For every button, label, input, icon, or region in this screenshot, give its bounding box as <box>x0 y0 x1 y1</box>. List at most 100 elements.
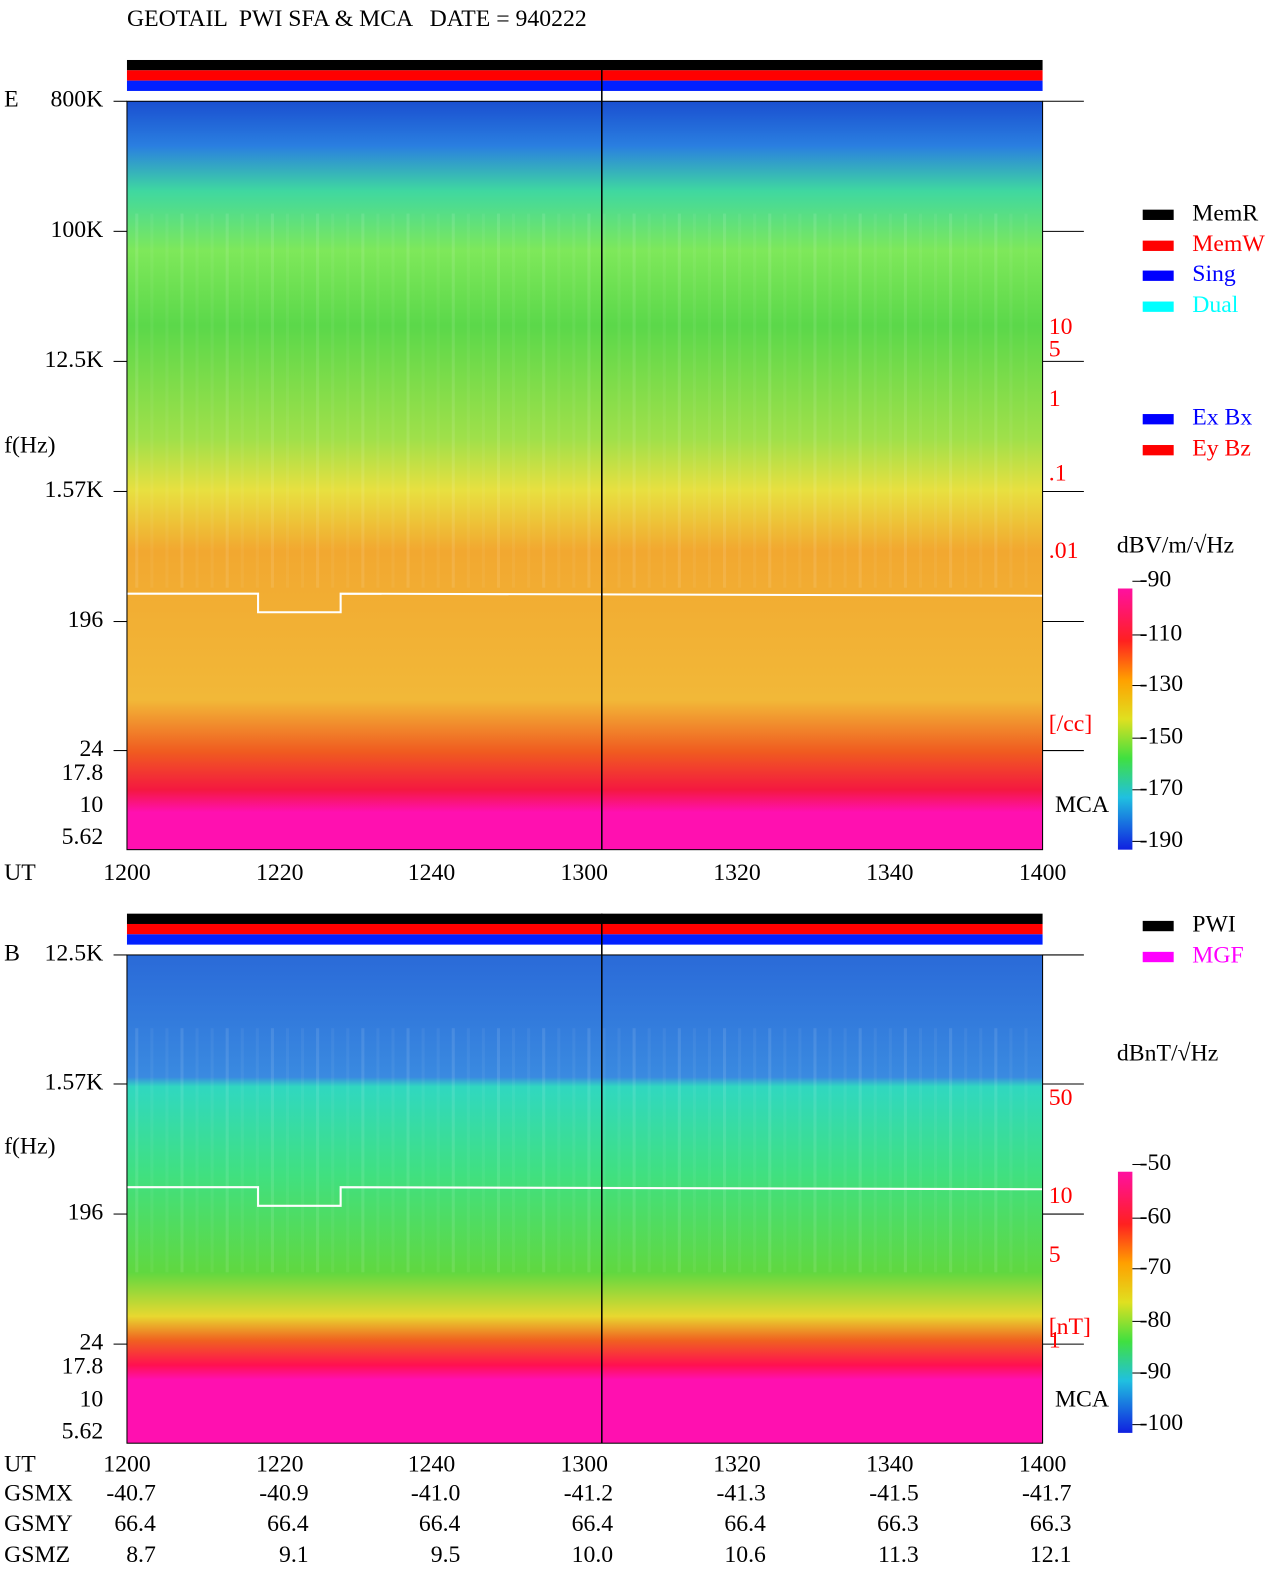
spectral-streak <box>587 213 591 588</box>
spectral-streak <box>738 1028 742 1273</box>
spectral-streak <box>421 213 425 588</box>
density-label: 10 <box>1049 1183 1073 1209</box>
spectrogram <box>126 954 1043 1444</box>
status-bar <box>126 934 1043 945</box>
spectral-streak <box>346 213 350 588</box>
spectral-streak <box>858 1028 862 1273</box>
density-label: 10 <box>1049 314 1073 340</box>
y-tick-label: 12.5K <box>45 940 104 966</box>
spectral-streak <box>722 1028 727 1273</box>
spectral-streak <box>255 213 259 588</box>
orbit-label: GSMY <box>4 1511 73 1537</box>
spectral-streak <box>1009 1028 1013 1273</box>
orbit-value: 66.4 <box>114 1511 156 1537</box>
density-label: 50 <box>1049 1085 1073 1111</box>
spectral-streak <box>949 1028 953 1273</box>
spectral-streak <box>331 213 335 588</box>
legend-label: MemW <box>1192 231 1265 257</box>
orbit-value: 66.4 <box>267 1511 309 1537</box>
status-bar <box>126 913 1043 924</box>
spectral-streak <box>421 1028 425 1273</box>
density-label: [/cc] <box>1049 711 1092 737</box>
orbit-value: 66.4 <box>572 1511 614 1537</box>
y-tick-label: 5.62 <box>62 824 104 850</box>
spectral-streak <box>436 213 440 588</box>
y-tick-label: 100K <box>50 217 103 243</box>
spectral-streak <box>406 1028 410 1273</box>
spectral-streak <box>994 213 998 588</box>
chart-title: GEOTAIL PWI SFA & MCA DATE = 940222 <box>127 6 587 32</box>
orbit-label: GSMZ <box>4 1542 70 1568</box>
spectral-streak <box>557 213 561 588</box>
legend-label: PWI <box>1192 912 1236 938</box>
legend-label: Dual <box>1192 292 1239 318</box>
spectral-streak <box>451 1028 455 1273</box>
spectral-streak <box>512 213 516 588</box>
legend-label: Ex Bx <box>1192 405 1252 431</box>
spectral-streak <box>707 1028 712 1273</box>
spectral-streak <box>301 1028 305 1273</box>
colorbar-tick-label: -100 <box>1140 1410 1184 1436</box>
legend-label: MemR <box>1192 200 1258 226</box>
legend-swatch <box>1142 920 1174 932</box>
spectral-streak <box>135 1028 139 1273</box>
spectral-streak <box>858 213 862 588</box>
spectral-streak <box>783 1028 787 1273</box>
spectral-streak <box>632 1028 636 1273</box>
spectral-streak <box>813 1028 817 1273</box>
x-tick-label: 1400 <box>1019 860 1066 886</box>
x-tick-label: 1240 <box>408 1451 455 1477</box>
x-tick-label: 1320 <box>713 1451 760 1477</box>
x-tick-label: 1240 <box>408 860 455 886</box>
spectral-streak <box>843 213 847 588</box>
legend-swatch <box>1142 951 1174 963</box>
colorbar-tick-label: -70 <box>1140 1254 1172 1280</box>
spectral-streak <box>798 1028 802 1273</box>
spectral-streak <box>542 213 546 588</box>
spectral-streak <box>843 1028 847 1273</box>
spectral-streak <box>813 213 817 588</box>
spectral-streak <box>361 213 365 588</box>
spectral-streak <box>707 213 712 588</box>
y-tick-label: 10 <box>79 792 103 818</box>
spectral-streak <box>888 213 892 588</box>
orbit-value: 66.4 <box>724 1511 766 1537</box>
density-label: 1 <box>1049 1328 1061 1354</box>
legend-label: MGF <box>1192 942 1243 968</box>
legend-swatch <box>1142 445 1174 456</box>
y-tick-label: 17.8 <box>62 1353 104 1379</box>
spectral-streak <box>888 1028 892 1273</box>
status-bar <box>126 59 1043 71</box>
spectral-streak <box>481 1028 485 1273</box>
orbit-value: -41.3 <box>716 1480 765 1506</box>
density-label: .01 <box>1049 538 1079 564</box>
density-label: 1 <box>1049 386 1061 412</box>
spectrogram <box>126 101 1043 850</box>
status-bar <box>126 70 1043 81</box>
spectral-streak <box>798 213 802 588</box>
y-tick-label: 1.57K <box>45 1069 104 1095</box>
colorbar <box>1117 1171 1133 1433</box>
colorbar-unit: dBV/m/√Hz <box>1117 533 1234 559</box>
spectral-streak <box>903 213 907 588</box>
spectral-streak <box>722 213 727 588</box>
plot-frame <box>126 954 1044 1444</box>
spectral-streak <box>768 213 772 588</box>
density-label: [nT] <box>1049 1314 1091 1340</box>
spectral-streak <box>391 1028 395 1273</box>
spectral-streak <box>436 1028 440 1273</box>
spectral-streak <box>753 1028 757 1273</box>
spectral-streak <box>933 213 938 588</box>
y-tick-label: 196 <box>68 1200 104 1226</box>
spectral-streak <box>768 1028 772 1273</box>
spectral-streak <box>692 213 696 588</box>
spectral-streak <box>662 1028 666 1273</box>
legend-swatch <box>1142 270 1174 281</box>
spectral-streak <box>828 213 832 588</box>
spectral-streak <box>225 213 229 588</box>
spectral-streak <box>617 213 621 588</box>
x-tick-label: 1400 <box>1019 1451 1066 1477</box>
x-axis-label: UT <box>4 1451 36 1477</box>
x-tick-label: 1300 <box>561 860 608 886</box>
y-tick-label: 24 <box>79 736 103 762</box>
